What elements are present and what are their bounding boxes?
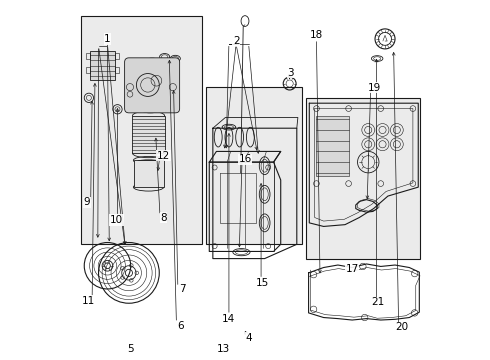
Text: 14: 14 [222,314,236,324]
Text: 3: 3 [288,68,294,78]
Bar [90,51,115,80]
Text: 5: 5 [127,343,134,354]
Text: 10: 10 [110,215,123,225]
Text: 20: 20 [395,322,409,332]
Text: 18: 18 [310,30,323,40]
Text: 2: 2 [233,36,240,46]
Bar [132,116,165,153]
Bar [115,53,119,59]
Text: 11: 11 [82,296,95,306]
Text: 13: 13 [217,343,230,354]
Bar [86,53,90,59]
Bar [206,87,302,244]
Text: 15: 15 [255,278,269,288]
Text: 9: 9 [84,197,91,207]
Bar [81,16,202,244]
Text: 1: 1 [104,34,111,44]
Text: 16: 16 [238,154,252,164]
FancyBboxPatch shape [124,58,180,113]
Bar [86,67,90,73]
Text: 21: 21 [371,297,385,307]
Text: 6: 6 [177,321,184,331]
Bar [306,98,420,258]
Text: 19: 19 [368,83,381,93]
Bar [317,116,348,176]
Text: 4: 4 [245,333,252,343]
Text: 8: 8 [160,212,167,222]
Text: 7: 7 [179,284,186,294]
Bar [115,67,119,73]
Text: 17: 17 [345,264,359,274]
Text: 12: 12 [157,151,170,161]
Bar [134,160,164,187]
